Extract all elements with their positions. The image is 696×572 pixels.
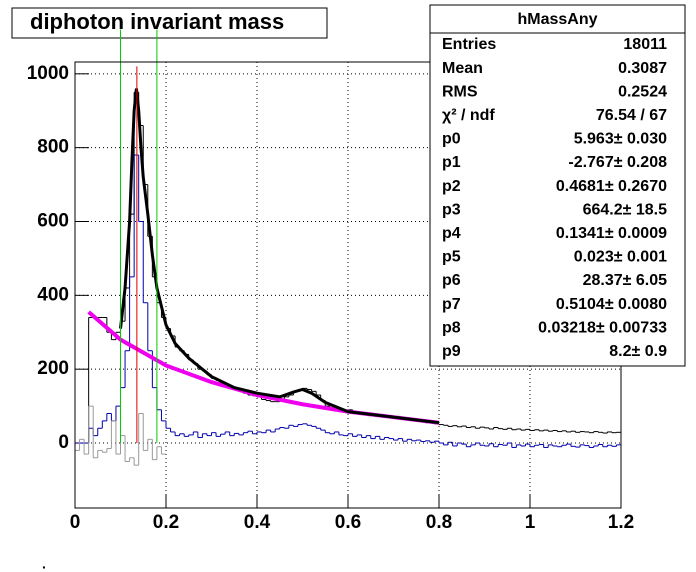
stats-label: p4	[442, 225, 461, 242]
stats-label: p1	[442, 154, 461, 171]
stats-label: p7	[442, 296, 461, 313]
y-tick-label: 600	[37, 211, 69, 232]
stats-value: 5.963± 0.030	[574, 131, 667, 148]
stats-value: 28.37± 6.05	[583, 272, 668, 289]
stats-value: 0.5104± 0.0080	[556, 296, 667, 313]
stats-value: 8.2± 0.9	[609, 343, 667, 360]
stats-value: 0.1341± 0.0009	[556, 225, 667, 242]
x-tick-label: 1.2	[608, 512, 634, 533]
x-tick-label: 0.4	[244, 512, 271, 533]
stats-label: p5	[442, 249, 461, 266]
stats-value: 0.023± 0.001	[574, 249, 667, 266]
stats-label: p8	[442, 319, 461, 336]
y-tick-label: 800	[37, 137, 69, 158]
x-tick-label: 0.2	[153, 512, 179, 533]
stats-title: hMassAny	[517, 11, 597, 28]
stats-label: p2	[442, 178, 461, 195]
stats-box	[429, 4, 686, 367]
stats-label: RMS	[442, 83, 478, 100]
x-tick-label: 1	[525, 512, 536, 533]
stats-label: p0	[442, 131, 461, 148]
stats-value: 0.4681± 0.2670	[556, 178, 667, 195]
stats-value: 18011	[623, 36, 667, 53]
stats-label: χ² / ndf	[442, 107, 495, 124]
stats-value: 76.54 / 67	[596, 107, 667, 124]
stats-label: Mean	[442, 60, 483, 77]
stats-value: 0.03218± 0.00733	[538, 319, 667, 336]
x-tick-label: 0.8	[426, 512, 452, 533]
stats-label: p3	[442, 201, 461, 218]
stats-label: Entries	[442, 36, 496, 53]
corner-mark: .	[42, 556, 46, 572]
x-tick-label: 0	[70, 512, 81, 533]
fit-curve	[119, 88, 440, 425]
stats-value: 664.2± 18.5	[583, 201, 668, 218]
stats-value: 0.3087	[618, 60, 667, 77]
stats-value: -2.767± 0.208	[568, 154, 667, 171]
y-tick-label: 0	[58, 432, 69, 453]
y-tick-label: 1000	[27, 63, 69, 84]
stats-label: p6	[442, 272, 461, 289]
x-tick-label: 0.6	[335, 512, 361, 533]
y-tick-label: 400	[37, 284, 69, 305]
stats-value: 0.2524	[618, 83, 667, 100]
stats-label: p9	[442, 343, 461, 360]
y-tick-label: 200	[37, 358, 69, 379]
title-box	[11, 7, 328, 39]
